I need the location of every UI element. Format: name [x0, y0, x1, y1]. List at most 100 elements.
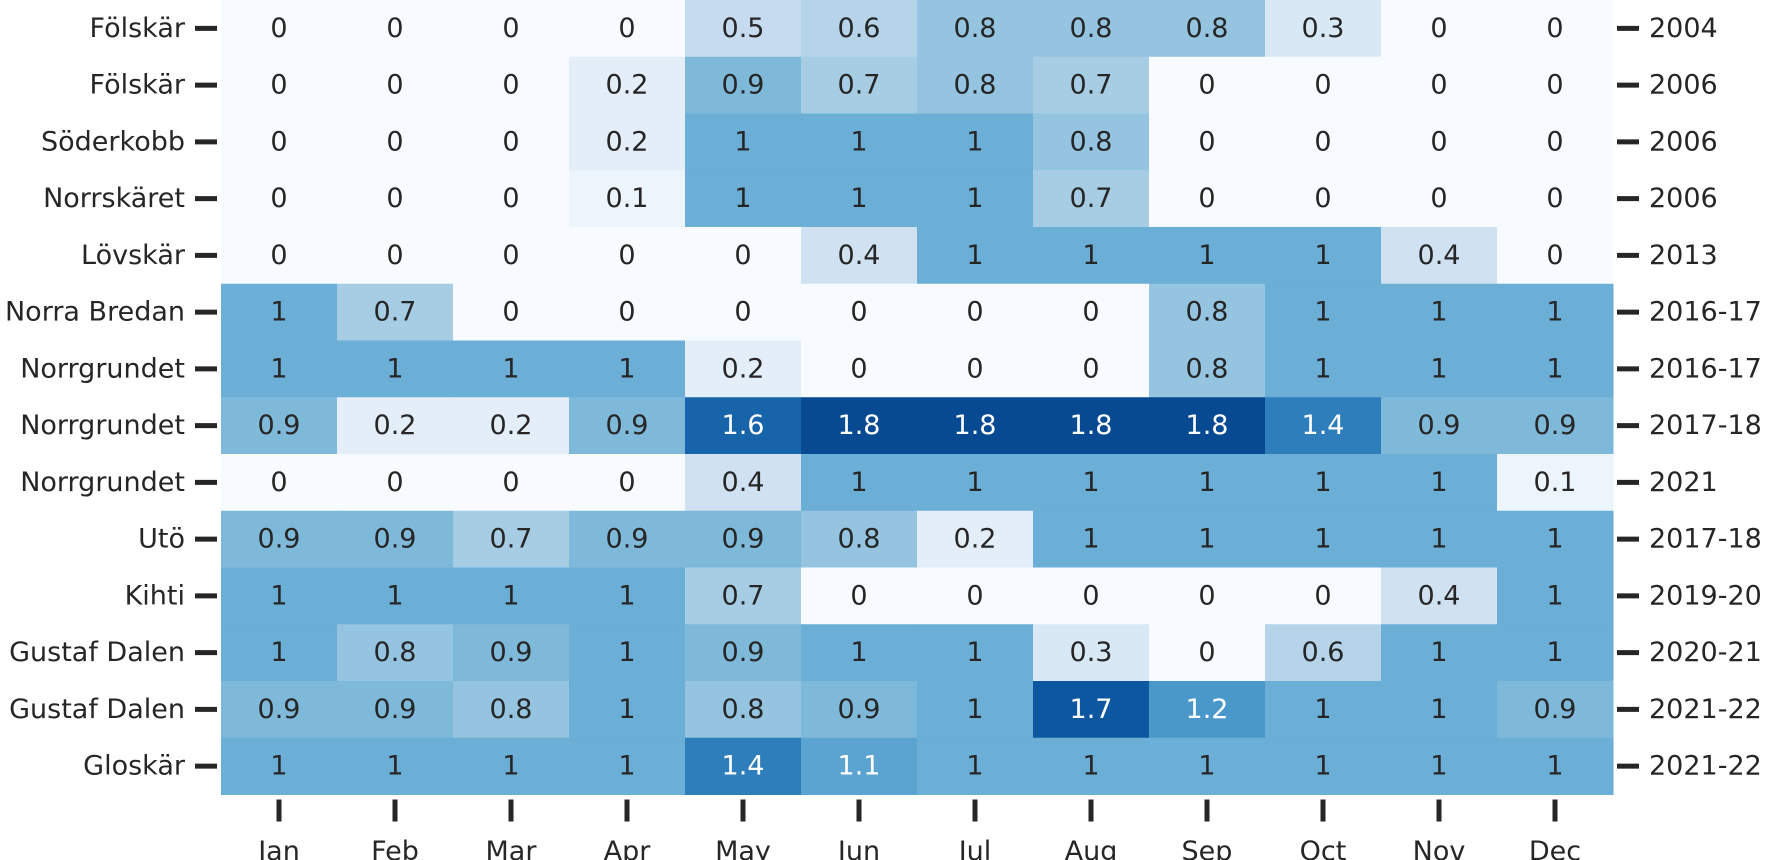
heatmap-cell	[1265, 510, 1382, 568]
heatmap-cells: 0 0 0 0 0.5 0.6 0.8 0.8 0.8 0.3 0 0 0 0 0 0.2 0.9 0.7 0.8 0…	[221, 0, 1614, 795]
heatmap-cell	[453, 113, 570, 171]
cell-value-label: 0.4	[1418, 580, 1461, 611]
heatmap-cell	[685, 737, 802, 795]
heatmap-cell	[1265, 56, 1382, 114]
column-label: Apr	[604, 836, 652, 860]
heatmap-cell	[801, 624, 918, 682]
cell-value-label: 0.6	[838, 13, 881, 44]
cell-value-label: 0.4	[1418, 240, 1461, 271]
heatmap-cell	[917, 737, 1034, 795]
cell-value-label: 1	[1314, 524, 1331, 555]
bottom-axis: Jan Feb Mar Apr May Jun Jul Aug Sep Oct Nov Dec	[256, 799, 1581, 860]
heatmap-cell	[1497, 283, 1614, 341]
heatmap-cell	[453, 624, 570, 682]
row-label: Fölskär	[90, 70, 186, 101]
period-label: 2006	[1649, 126, 1718, 157]
cell-value-label: 0.9	[1534, 410, 1577, 441]
heatmap-cell	[1149, 681, 1266, 739]
heatmap-cell	[221, 170, 338, 228]
cell-value-label: 1.8	[954, 410, 997, 441]
heatmap-cell	[1265, 624, 1382, 682]
heatmap-cell	[917, 56, 1034, 114]
column-label: Nov	[1413, 836, 1466, 860]
heatmap-cell	[337, 340, 454, 398]
heatmap-cell	[917, 340, 1034, 398]
heatmap-cell	[1033, 454, 1150, 512]
cell-value-label: 1	[1430, 353, 1447, 384]
cell-value-label: 0	[618, 13, 635, 44]
cell-value-label: 0	[850, 580, 867, 611]
heatmap-cell	[1497, 0, 1614, 58]
heatmap-cell	[1497, 510, 1614, 568]
cell-value-label: 0	[1546, 70, 1563, 101]
heatmap-cell	[801, 737, 918, 795]
cell-value-label: 1.6	[722, 410, 765, 441]
cell-value-label: 1	[734, 183, 751, 214]
cell-value-label: 0	[502, 126, 519, 157]
heatmap-cell	[685, 227, 802, 285]
cell-value-label: 1	[1082, 467, 1099, 498]
cell-value-label: 0	[1430, 183, 1447, 214]
cell-value-label: 1.8	[838, 410, 881, 441]
heatmap-cell	[221, 624, 338, 682]
period-label: 2021	[1649, 467, 1718, 498]
cell-value-label: 0.9	[1418, 410, 1461, 441]
cell-value-label: 0.7	[838, 70, 881, 101]
heatmap-cell	[1497, 113, 1614, 171]
heatmap-cell	[1497, 227, 1614, 285]
heatmap-cell	[337, 0, 454, 58]
cell-value-label: 1	[1082, 524, 1099, 555]
heatmap-cell	[917, 681, 1034, 739]
heatmap-cell	[221, 681, 338, 739]
period-label: 2021-22	[1649, 694, 1762, 725]
heatmap-cell	[569, 397, 686, 455]
cell-value-label: 1	[1546, 297, 1563, 328]
heatmap-cell	[1033, 283, 1150, 341]
column-label: Aug	[1065, 836, 1118, 860]
cell-value-label: 0	[502, 297, 519, 328]
row-label: Gustaf Dalen	[9, 637, 185, 668]
cell-value-label: 0.3	[1302, 13, 1345, 44]
cell-value-label: 0.8	[1186, 353, 1229, 384]
heatmap-cell	[1381, 567, 1498, 625]
cell-value-label: 0	[966, 353, 983, 384]
heatmap-cell	[917, 0, 1034, 58]
row-label: Lövskär	[81, 240, 186, 271]
heatmap-cell	[337, 227, 454, 285]
heatmap-cell	[1497, 737, 1614, 795]
cell-value-label: 1	[270, 751, 287, 782]
cell-value-label: 1.2	[1186, 694, 1229, 725]
heatmap-cell	[1033, 0, 1150, 58]
cell-value-label: 0.6	[1302, 637, 1345, 668]
cell-value-label: 1	[850, 467, 867, 498]
heatmap-cell	[801, 454, 918, 512]
cell-value-label: 0	[502, 13, 519, 44]
heatmap-cell	[569, 340, 686, 398]
cell-value-label: 0	[618, 297, 635, 328]
cell-value-label: 0	[850, 297, 867, 328]
heatmap-cell	[453, 56, 570, 114]
heatmap-cell	[453, 397, 570, 455]
heatmap-cell	[1381, 397, 1498, 455]
heatmap-cell	[1033, 397, 1150, 455]
period-label: 2016-17	[1649, 297, 1762, 328]
heatmap-cell	[221, 283, 338, 341]
heatmap-cell	[1497, 397, 1614, 455]
cell-value-label: 0.5	[722, 13, 765, 44]
cell-value-label: 1	[1430, 637, 1447, 668]
cell-value-label: 0.7	[490, 524, 533, 555]
row-label: Norrgrundet	[20, 467, 185, 498]
cell-value-label: 1	[1546, 637, 1563, 668]
heatmap-cell	[569, 454, 686, 512]
cell-value-label: 0.2	[606, 70, 649, 101]
heatmap-cell	[221, 56, 338, 114]
cell-value-label: 0.8	[954, 13, 997, 44]
heatmap-cell	[1265, 567, 1382, 625]
cell-value-label: 0	[502, 183, 519, 214]
cell-value-label: 1	[502, 751, 519, 782]
heatmap-cell	[221, 340, 338, 398]
cell-value-label: 0.8	[722, 694, 765, 725]
heatmap-cell	[1149, 170, 1266, 228]
cell-value-label: 0	[734, 240, 751, 271]
cell-value-label: 0.9	[722, 70, 765, 101]
